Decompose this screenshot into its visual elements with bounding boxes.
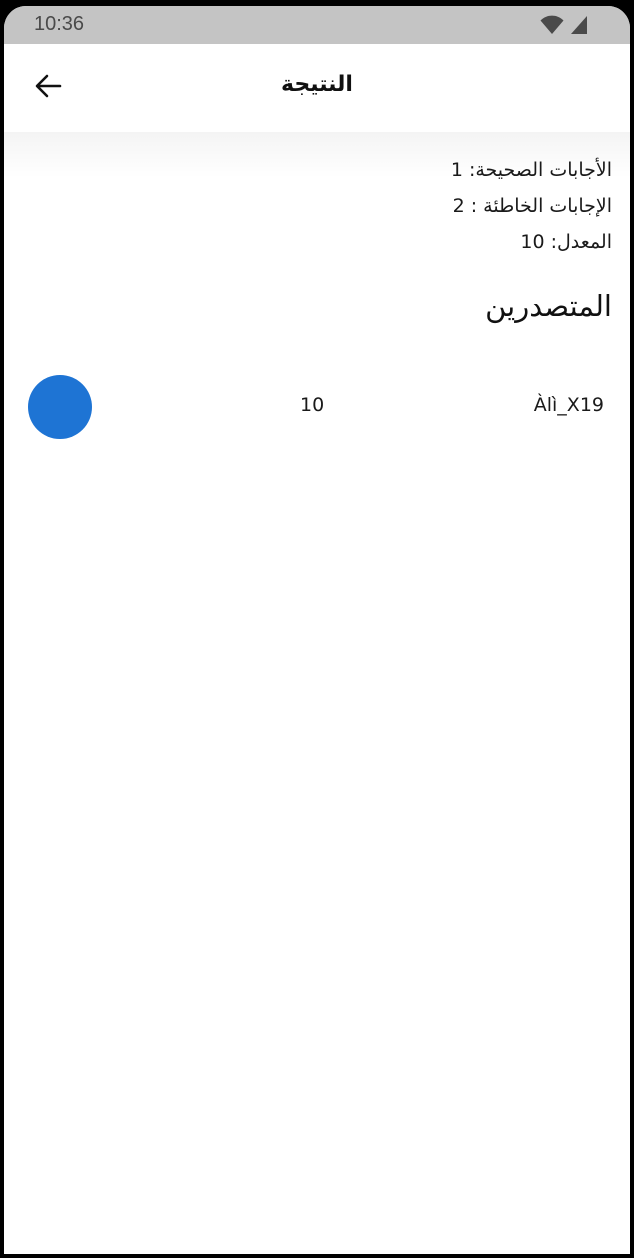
results-summary: الأجابات الصحيحة: 1 الإجابات الخاطئة : 2… — [451, 152, 612, 260]
leader-score: 10 — [300, 394, 325, 416]
signal-icon — [570, 15, 588, 39]
leaderboard-title: المتصدرين — [485, 289, 612, 323]
correct-answers-text: الأجابات الصحيحة: 1 — [450, 159, 612, 181]
app-bar: النتيجة — [4, 44, 630, 132]
wrong-answers-text: الإجابات الخاطئة : 2 — [452, 195, 612, 217]
app-bar-shadow — [4, 132, 630, 178]
average-text: المعدل: 10 — [520, 231, 612, 253]
wifi-icon — [540, 15, 564, 39]
status-icons — [540, 15, 588, 39]
status-time: 10:36 — [34, 13, 85, 35]
page-title: النتيجة — [281, 72, 353, 97]
arrow-left-icon — [34, 72, 62, 104]
phone-screen: 10:36 النتيجة الأجابات الص — [4, 6, 630, 1254]
back-button[interactable] — [30, 70, 66, 106]
status-bar: 10:36 — [4, 6, 630, 44]
avatar — [28, 375, 92, 439]
leaderboard-row[interactable]: Àlì_X19 10 — [4, 372, 630, 440]
leader-name: Àlì_X19 — [533, 394, 604, 416]
